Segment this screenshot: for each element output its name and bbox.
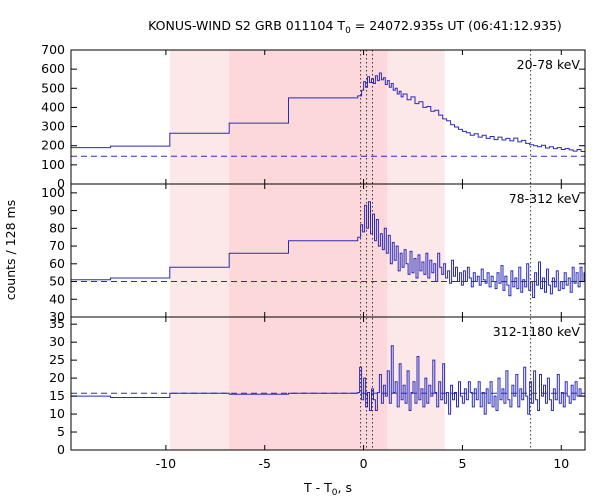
x-tick-label: 5: [458, 456, 466, 471]
y-tick-label: 0: [57, 176, 65, 191]
count-rate-curves: [71, 72, 586, 415]
y-tick-label: 70: [49, 238, 65, 253]
count-curve-panel-3: [71, 345, 585, 415]
y-tick-label: 35: [49, 316, 65, 331]
chart-title: KONUS-WIND S2 GRB 011104 T0 = 24072.935s…: [148, 18, 562, 36]
y-tick-label: 80: [49, 220, 65, 235]
panel-frame-3: [70, 316, 586, 451]
x-axis-label: T - T0, s: [303, 480, 352, 498]
reference-lines: [71, 50, 585, 450]
energy-band-label: 312-1180 keV: [493, 324, 581, 339]
y-tick-label: 100: [41, 185, 65, 200]
y-axis-label: counts / 128 ms: [3, 200, 18, 300]
x-tick-label: -10: [156, 456, 176, 471]
count-curve-panel-2: [71, 201, 585, 298]
y-tick-label: 90: [49, 203, 65, 218]
y-tick-label: 20: [49, 370, 65, 385]
y-tick-label: 300: [41, 119, 65, 134]
y-tick-label: 100: [41, 157, 65, 172]
y-tick-label: 400: [41, 99, 65, 114]
y-tick-label: 10: [49, 406, 65, 421]
y-tick-label: 30: [49, 309, 65, 324]
x-tick-label: 0: [360, 456, 368, 471]
y-tick-label: 60: [49, 256, 65, 271]
y-tick-label: 50: [49, 274, 65, 289]
y-tick-label: 15: [49, 388, 65, 403]
x-tick-label: -5: [259, 456, 271, 471]
y-tick-label: 500: [41, 80, 65, 95]
y-tick-label: 5: [57, 424, 65, 439]
count-curve-panel-1: [71, 72, 586, 152]
y-tick-label: 40: [49, 291, 65, 306]
y-tick-label: 0: [57, 442, 65, 457]
energy-band-label: 20-78 keV: [517, 57, 581, 72]
y-tick-label: 700: [41, 42, 65, 57]
y-tick-label: 600: [41, 61, 65, 76]
y-tick-label: 200: [41, 138, 65, 153]
x-tick-label: 10: [553, 456, 569, 471]
y-tick-label: 30: [49, 334, 65, 349]
y-tick-label: 25: [49, 352, 65, 367]
energy-band-label: 78-312 keV: [509, 191, 581, 206]
